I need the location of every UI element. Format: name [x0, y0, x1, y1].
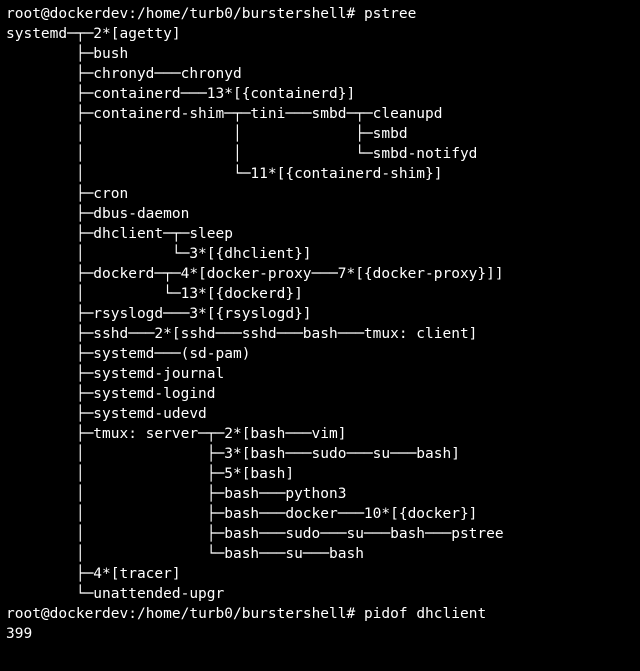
pstree-line: ├─tmux: server─┬─2*[bash───vim]: [6, 426, 346, 442]
pstree-line: │ │ └─smbd-notifyd: [6, 146, 477, 162]
pstree-line: ├─bush: [6, 46, 128, 62]
pstree-line: ├─4*[tracer]: [6, 566, 181, 582]
pstree-line: ├─cron: [6, 186, 128, 202]
pstree-line: ├─systemd-journal: [6, 366, 224, 382]
output-2: 399: [6, 626, 32, 642]
terminal-output: root@dockerdev:/home/turb0/burstershell#…: [0, 0, 640, 648]
pstree-line: ├─dbus-daemon: [6, 206, 189, 222]
pstree-line: ├─systemd-logind: [6, 386, 216, 402]
pstree-line: │ ├─bash───docker───10*[{docker}]: [6, 506, 477, 522]
pstree-line: ├─systemd───(sd-pam): [6, 346, 250, 362]
pstree-line: │ ├─bash───sudo───su───bash───pstree: [6, 526, 504, 542]
pstree-line: │ └─13*[{dockerd}]: [6, 286, 303, 302]
prompt-1: root@dockerdev:/home/turb0/burstershell#: [6, 6, 355, 22]
pstree-line: │ └─3*[{dhclient}]: [6, 246, 312, 262]
pstree-line: ├─rsyslogd───3*[{rsyslogd}]: [6, 306, 312, 322]
pstree-line: │ └─bash───su───bash: [6, 546, 364, 562]
pstree-line: ├─chronyd───chronyd: [6, 66, 242, 82]
pstree-line: └─unattended-upgr: [6, 586, 224, 602]
command-2: pidof dhclient: [364, 606, 486, 622]
prompt-2: root@dockerdev:/home/turb0/burstershell#: [6, 606, 355, 622]
pstree-line: ├─systemd-udevd: [6, 406, 207, 422]
pstree-line: │ ├─bash───python3: [6, 486, 346, 502]
pstree-line: ├─containerd-shim─┬─tini───smbd─┬─cleanu…: [6, 106, 443, 122]
pstree-line: systemd─┬─2*[agetty]: [6, 26, 181, 42]
pstree-line: ├─dhclient─┬─sleep: [6, 226, 233, 242]
command-1: pstree: [364, 6, 416, 22]
pstree-line: ├─dockerd─┬─4*[docker-proxy───7*[{docker…: [6, 266, 504, 282]
pstree-line: │ └─11*[{containerd-shim}]: [6, 166, 443, 182]
pstree-line: ├─containerd───13*[{containerd}]: [6, 86, 355, 102]
pstree-line: │ ├─5*[bash]: [6, 466, 294, 482]
pstree-line: │ ├─3*[bash───sudo───su───bash]: [6, 446, 460, 462]
pstree-line: │ │ ├─smbd: [6, 126, 408, 142]
pstree-line: ├─sshd───2*[sshd───sshd───bash───tmux: c…: [6, 326, 477, 342]
